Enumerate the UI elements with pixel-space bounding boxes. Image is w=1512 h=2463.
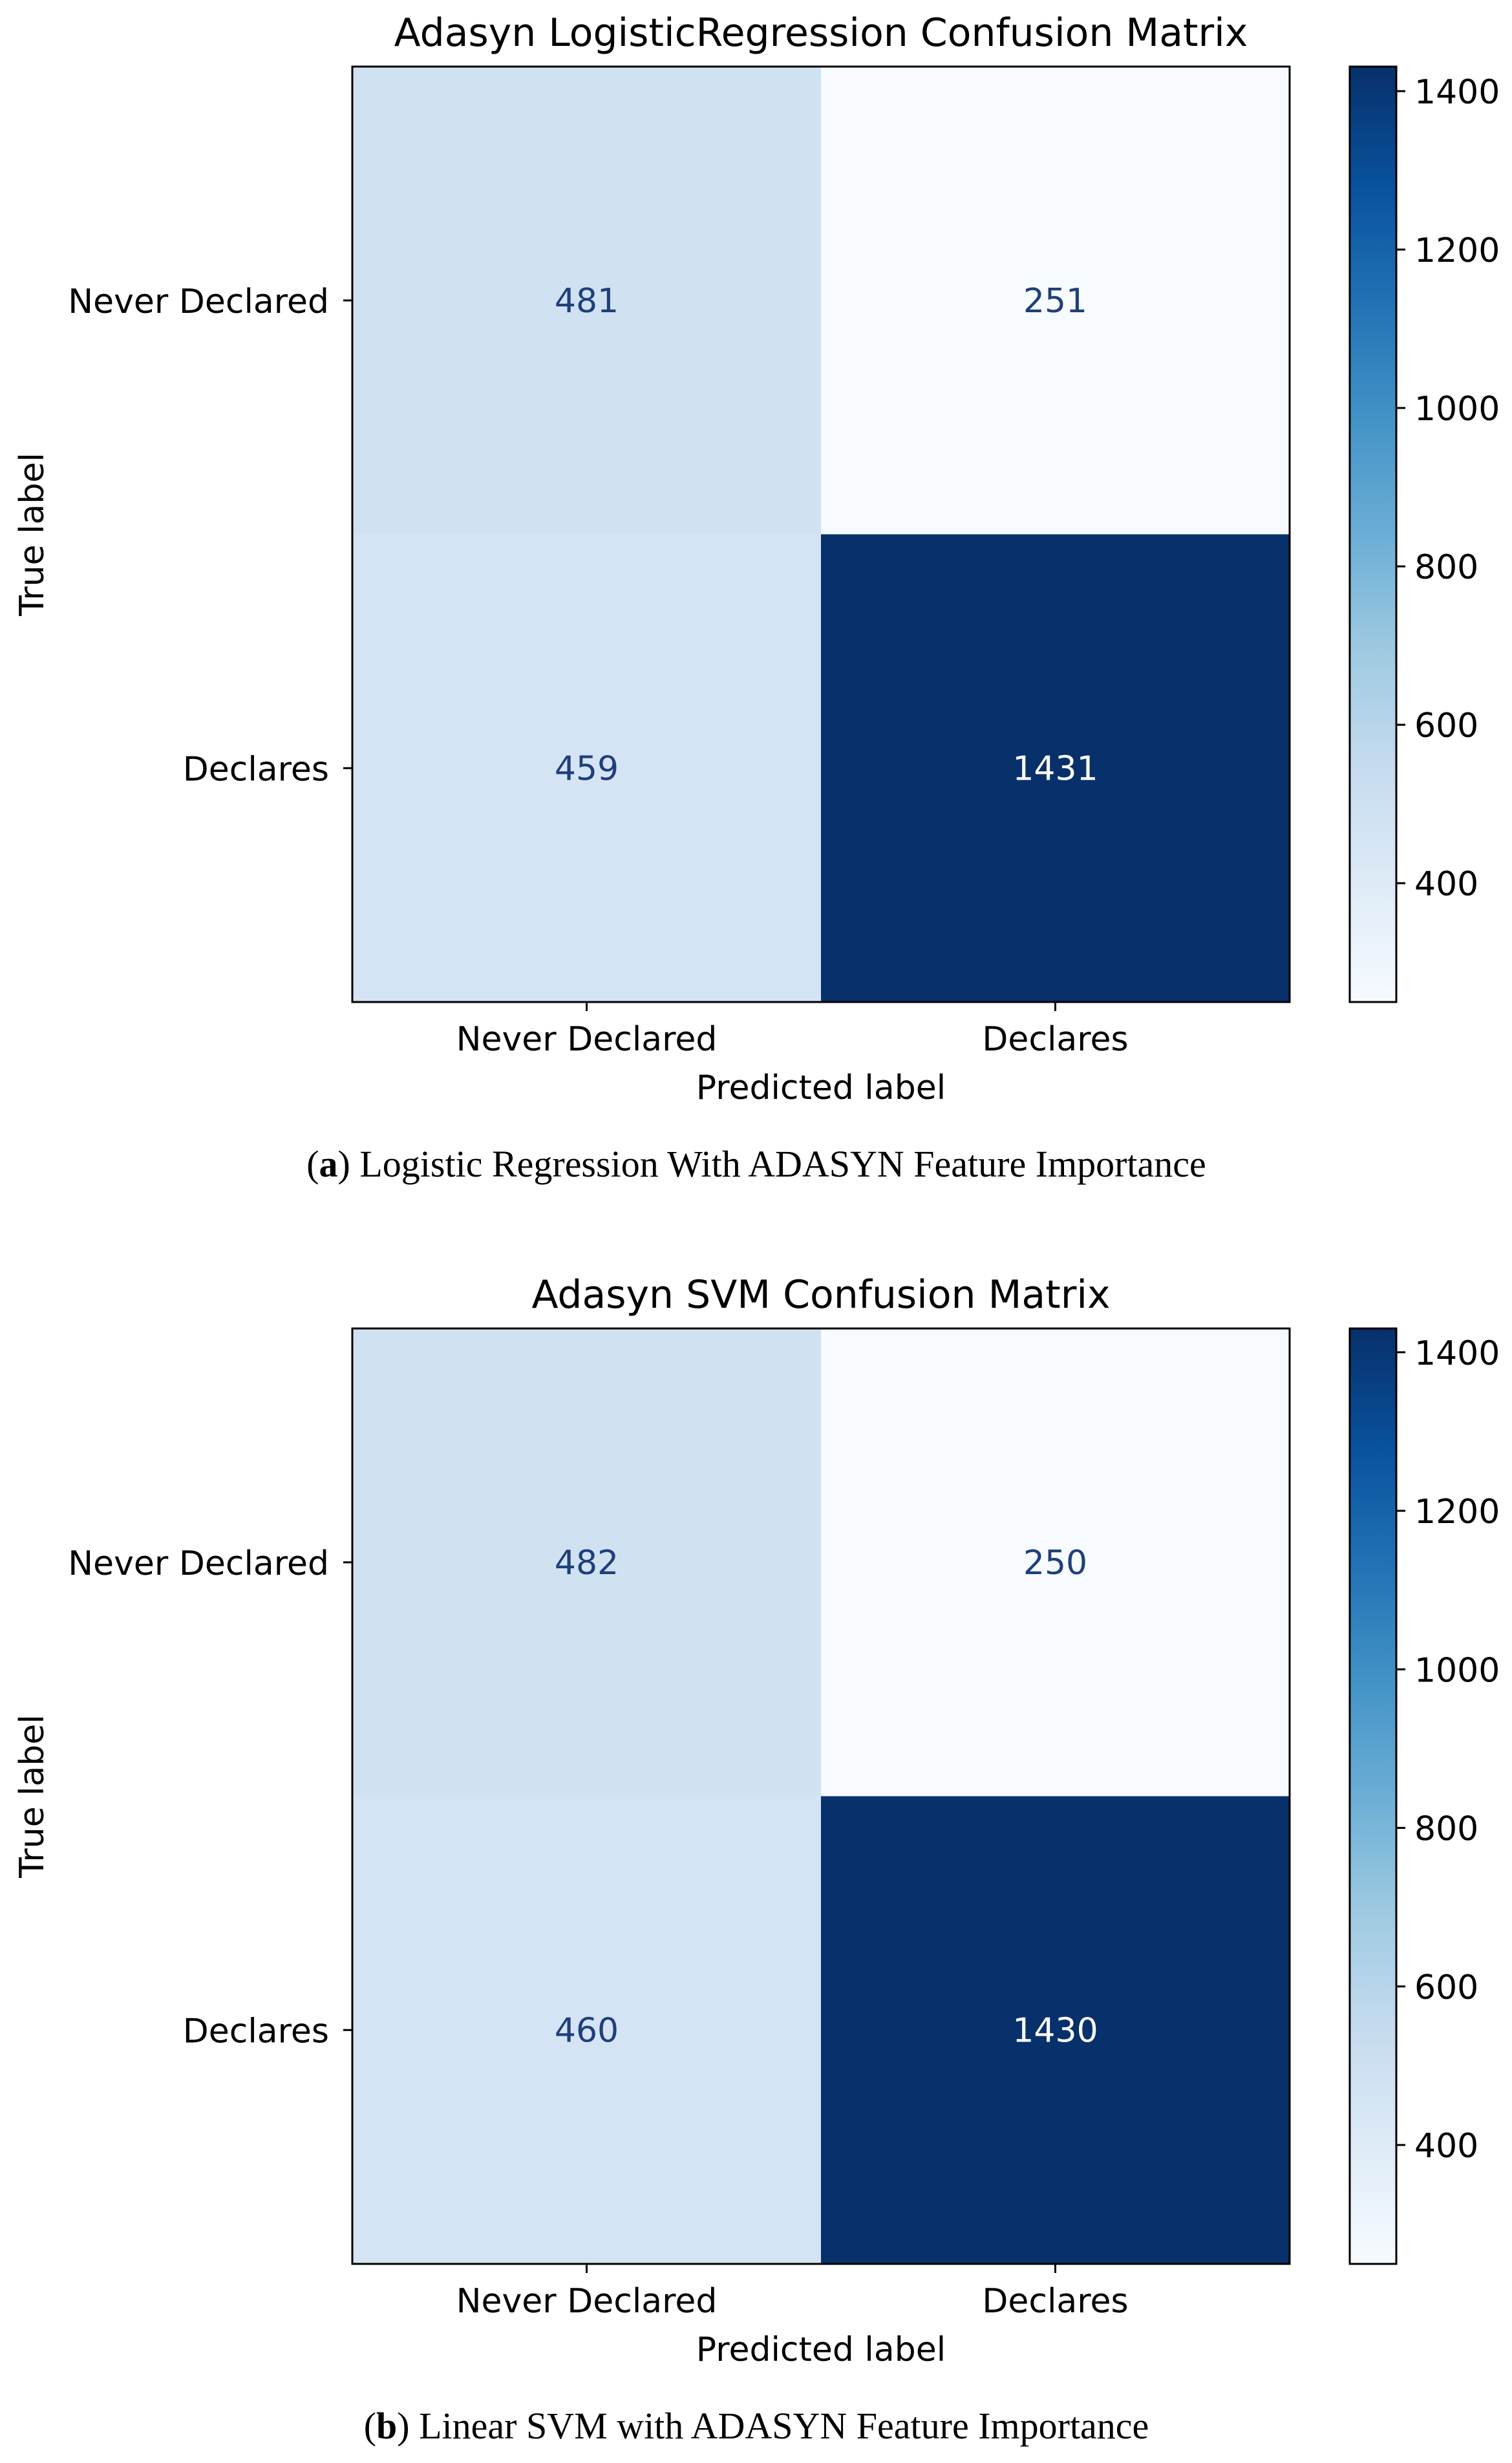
confusion-matrix-panel-1: Adasyn LogisticRegression Confusion Matr… <box>13 10 1500 1185</box>
y-tick-label: Declares <box>183 2012 329 2051</box>
confusion-matrix-panel-2: Adasyn SVM Confusion Matrix 482 250 460 1430… <box>13 1272 1500 2447</box>
matrix-cell <box>821 67 1290 535</box>
colorbar-tick-label: 400 <box>1414 2127 1478 2166</box>
caption-text: Linear SVM with ADASYN Feature Importanc… <box>419 2405 1149 2447</box>
matrix-cell <box>821 1328 1290 1797</box>
matrix-cell <box>352 1328 821 1797</box>
x-tick-label: Never Declared <box>456 1020 718 1059</box>
x-tick-label: Declares <box>982 2282 1128 2321</box>
matrix-cell <box>352 1796 821 2264</box>
colorbar-tick-label: 1400 <box>1414 73 1500 112</box>
figure-caption: (b) Linear SVM with ADASYN Feature Impor… <box>364 2405 1149 2447</box>
colorbar <box>1348 65 1398 1003</box>
y-axis-label: True label <box>13 453 52 617</box>
matrix-frame <box>351 1327 1291 2265</box>
chart-title: Adasyn LogisticRegression Confusion Matr… <box>394 10 1248 56</box>
colorbar-tick-label: 800 <box>1414 1810 1478 1849</box>
caption-letter: a <box>319 1143 338 1185</box>
x-tick-label: Never Declared <box>456 2282 718 2321</box>
colorbar-tick-label: 600 <box>1414 1968 1478 2007</box>
matrix-cell <box>352 67 821 535</box>
cell-value-label: 460 <box>555 2011 619 2050</box>
figure-caption: (a) Logistic Regression With ADASYN Feat… <box>306 1143 1206 1185</box>
cell-value-label: 251 <box>1023 282 1087 321</box>
x-axis-label: Predicted label <box>696 1069 946 1107</box>
colorbar-tick-label: 1000 <box>1414 390 1500 429</box>
chart-title: Adasyn SVM Confusion Matrix <box>531 1272 1110 1317</box>
cell-value-label: 482 <box>555 1544 619 1583</box>
colorbar-tick-label: 1200 <box>1414 1493 1500 1531</box>
x-tick-label: Declares <box>982 1020 1128 1059</box>
cell-value-label: 481 <box>555 282 619 321</box>
cell-value-label: 459 <box>555 749 619 788</box>
matrix-frame <box>351 65 1291 1003</box>
matrix-cell <box>352 534 821 1002</box>
colorbar-tick-label: 1000 <box>1414 1651 1500 1690</box>
cell-value-label: 250 <box>1023 1544 1087 1583</box>
colorbar-tick-label: 600 <box>1414 707 1478 745</box>
colorbar-tick-label: 400 <box>1414 865 1478 904</box>
x-axis-label: Predicted label <box>696 2330 946 2369</box>
cell-value-label: 1431 <box>1012 749 1098 788</box>
colorbar-tick-label: 1400 <box>1414 1334 1500 1373</box>
caption-letter: b <box>376 2405 397 2447</box>
cell-value-label: 1430 <box>1012 2011 1098 2050</box>
colorbar-tick-label: 1200 <box>1414 231 1500 270</box>
y-tick-label: Never Declared <box>68 283 329 321</box>
matrix-cell <box>821 534 1290 1002</box>
y-axis-label: True label <box>13 1714 52 1879</box>
matrix-cell <box>821 1796 1290 2264</box>
colorbar-tick-label: 800 <box>1414 548 1478 587</box>
colorbar <box>1348 1327 1398 2265</box>
caption-text: Logistic Regression With ADASYN Feature … <box>359 1143 1206 1185</box>
y-tick-label: Declares <box>183 750 329 789</box>
y-tick-label: Never Declared <box>68 1544 329 1583</box>
